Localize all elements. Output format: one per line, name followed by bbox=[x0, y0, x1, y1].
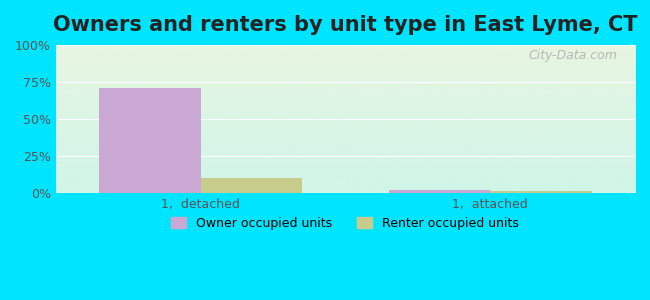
Bar bbox=[201, 178, 302, 193]
Title: Owners and renters by unit type in East Lyme, CT: Owners and renters by unit type in East … bbox=[53, 15, 638, 35]
Bar bbox=[490, 191, 592, 193]
Legend: Owner occupied units, Renter occupied units: Owner occupied units, Renter occupied un… bbox=[166, 212, 525, 235]
Text: City-Data.com: City-Data.com bbox=[528, 49, 618, 62]
Bar bbox=[99, 88, 201, 193]
Bar bbox=[389, 190, 490, 193]
